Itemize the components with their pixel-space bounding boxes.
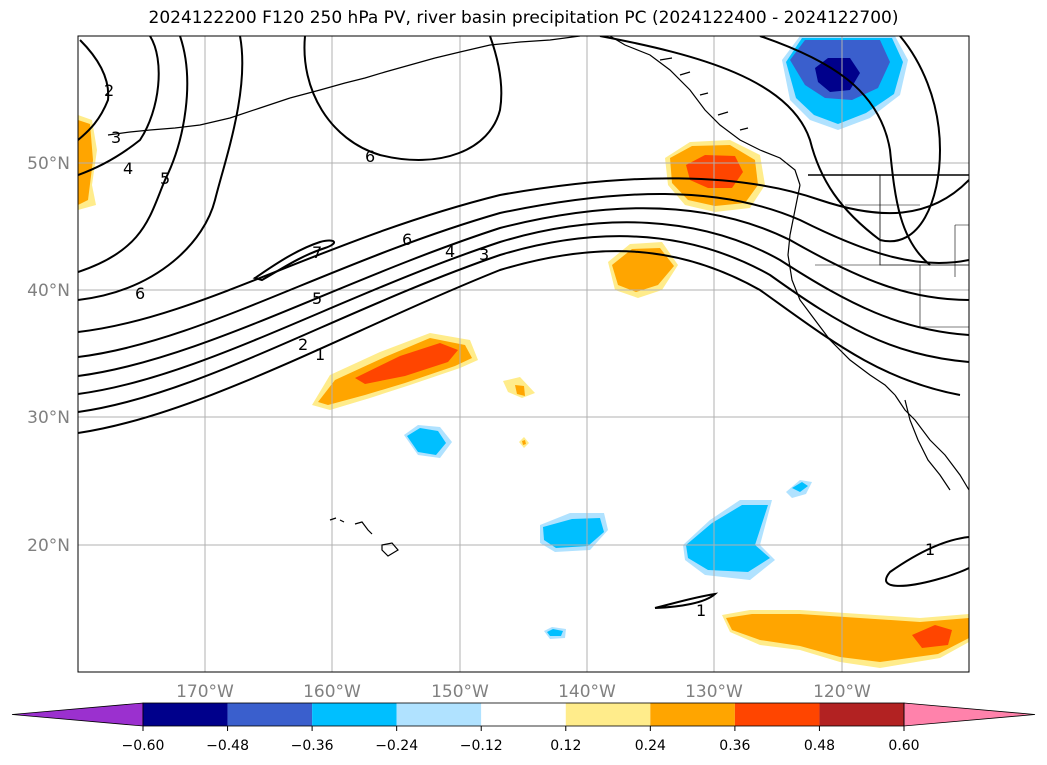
- contour-label: 3: [479, 245, 489, 264]
- contour-label: 6: [135, 284, 145, 303]
- colorbar-tick-label: 0.24: [635, 738, 666, 754]
- contour-label: 2: [298, 335, 308, 354]
- colorbar-tick-label: −0.60: [122, 738, 165, 754]
- contour-label: 4: [445, 242, 455, 261]
- contour-label: 6: [402, 230, 412, 249]
- pv-contour-ridge: [599, 36, 942, 243]
- contour-label: 2: [104, 81, 114, 100]
- colorbar-tick-label: −0.48: [206, 738, 249, 754]
- map-title: 2024122200 F120 250 hPa PV, river basin …: [148, 8, 899, 28]
- colorbar-tick-label: 0.36: [719, 738, 750, 754]
- colorbar-segment: [565, 703, 651, 726]
- pv-contour-west-c: [78, 36, 189, 273]
- colorbar-extend-min: [11, 702, 144, 727]
- colorbar-tick-label: 0.60: [888, 738, 919, 754]
- pv-contour-5: [78, 193, 969, 358]
- precip-shading: [78, 36, 969, 668]
- contour-label: 4: [123, 159, 133, 178]
- lon-tick-label: 170°W: [176, 682, 234, 702]
- lat-tick-labels: 20°N 30°N 40°N 50°N: [27, 154, 70, 556]
- lat-tick-label: 40°N: [27, 281, 70, 301]
- grid-lines: [78, 36, 969, 672]
- colorbar-segment: [819, 703, 904, 726]
- colorbar-tick-label: 0.48: [804, 738, 835, 754]
- contour-label: 7: [312, 243, 322, 262]
- colorbar-segment: [481, 703, 566, 726]
- colorbar-segment: [143, 703, 228, 726]
- pv-contour-1-southeast: [885, 536, 969, 587]
- lon-tick-labels: 170°W 160°W 150°W 140°W 130°W 120°W: [176, 682, 871, 702]
- pv-contour-6: [78, 177, 969, 333]
- contour-label: 5: [160, 169, 170, 188]
- colorbar-segment: [312, 703, 397, 726]
- colorbar-extend-max: [903, 702, 1036, 727]
- contour-label: 5: [312, 289, 322, 308]
- pv-contour-2: [78, 235, 969, 413]
- contour-label: 1: [925, 540, 935, 559]
- lon-tick-label: 120°W: [813, 682, 871, 702]
- colorbar-segment: [396, 703, 482, 726]
- contour-label: 1: [315, 345, 325, 364]
- lat-tick-label: 30°N: [27, 408, 70, 428]
- colorbar-tick-label: −0.12: [460, 738, 503, 754]
- pv-contour-1: [78, 250, 961, 434]
- pv-contour-1-east: [654, 592, 719, 609]
- colorbar-segment: [650, 703, 735, 726]
- lon-tick-label: 140°W: [558, 682, 616, 702]
- pv-contour-labels: 2 3 4 5 6 6 7 6 5 4 3 2 1 1 1: [104, 81, 935, 620]
- pv-contour-west-a: [78, 39, 110, 141]
- contour-label: 6: [365, 147, 375, 166]
- lat-tick-label: 20°N: [27, 536, 70, 556]
- pv-contour-4: [78, 207, 969, 377]
- pv-contour-west-b: [78, 36, 160, 176]
- pv-contours: [78, 36, 969, 609]
- lon-tick-label: 160°W: [303, 682, 361, 702]
- map-frame: [77, 35, 970, 673]
- pv-contour-3: [78, 221, 969, 395]
- pv-contour-7: [252, 239, 335, 282]
- colorbar-tick-label: −0.36: [291, 738, 334, 754]
- lon-tick-label: 130°W: [685, 682, 743, 702]
- contour-label: 3: [111, 128, 121, 147]
- lat-tick-label: 50°N: [27, 154, 70, 174]
- colorbar-segment: [227, 703, 313, 726]
- colorbar-outline: [142, 702, 905, 727]
- colorbar-tick-label: −0.24: [375, 738, 418, 754]
- colorbar-segment: [734, 703, 820, 726]
- lon-tick-label: 150°W: [431, 682, 489, 702]
- pv-contour-west-d: [78, 36, 244, 301]
- colorbar: −0.60 −0.48 −0.36 −0.24 −0.12 0.12 0.24 0.36 0.4…: [11, 702, 1036, 754]
- contour-label: 1: [696, 601, 706, 620]
- pv-contour-ridge-outer: [759, 36, 931, 266]
- pv-contour-trough: [303, 36, 503, 161]
- colorbar-tick-label: 0.12: [550, 738, 581, 754]
